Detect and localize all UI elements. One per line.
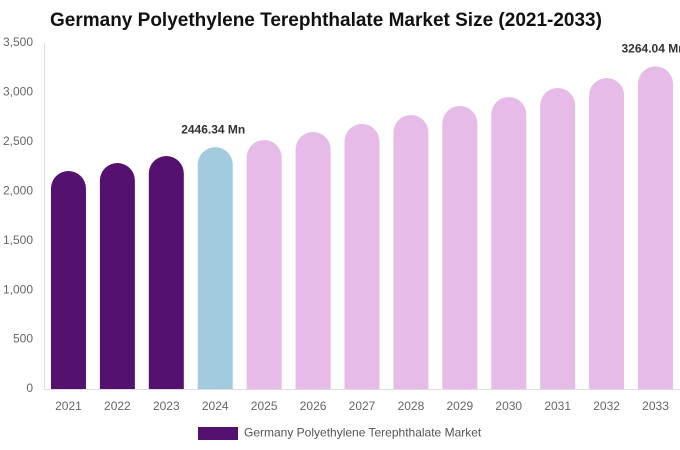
bar [295,131,331,389]
bar [197,147,233,389]
x-tick-label: 2031 [544,399,571,413]
legend-swatch [198,427,238,440]
bar [638,66,674,390]
bar [442,105,478,390]
bar [148,155,184,389]
bar [246,139,282,389]
x-tick-label: 2032 [593,399,620,413]
bar [50,171,86,389]
y-tick-label: 2,500 [3,134,33,148]
chart-title: Germany Polyethylene Terephthalate Marke… [50,10,602,31]
x-tick-label: 2026 [300,399,327,413]
x-tick-label: 2023 [153,399,180,413]
bar [491,96,527,389]
y-tick-label: 1,500 [3,233,33,247]
bar [540,87,576,389]
y-tick-label: 500 [13,332,33,346]
y-tick-label: 3,000 [3,85,33,99]
bar [99,163,135,389]
y-tick-label: 2,000 [3,183,33,197]
x-tick-label: 2021 [55,399,82,413]
x-tick-label: 2025 [251,399,278,413]
bar [344,123,380,390]
value-label: 2446.34 Mn [181,122,245,136]
x-tick-label: 2024 [202,399,229,413]
x-tick-label: 2033 [642,399,669,413]
value-label: 3264.04 Mn [622,41,680,55]
y-tick-label: 1,000 [3,282,33,296]
bar [589,77,625,390]
x-tick-label: 2022 [104,399,131,413]
y-tick-label: 0 [26,381,33,395]
x-tick-label: 2027 [349,399,376,413]
bar [393,114,429,389]
legend-label: Germany Polyethylene Terephthalate Marke… [244,426,482,440]
x-tick-label: 2029 [446,399,473,413]
y-tick-label: 3,500 [3,35,33,49]
x-tick-label: 2028 [398,399,425,413]
x-tick-label: 2030 [495,399,522,413]
